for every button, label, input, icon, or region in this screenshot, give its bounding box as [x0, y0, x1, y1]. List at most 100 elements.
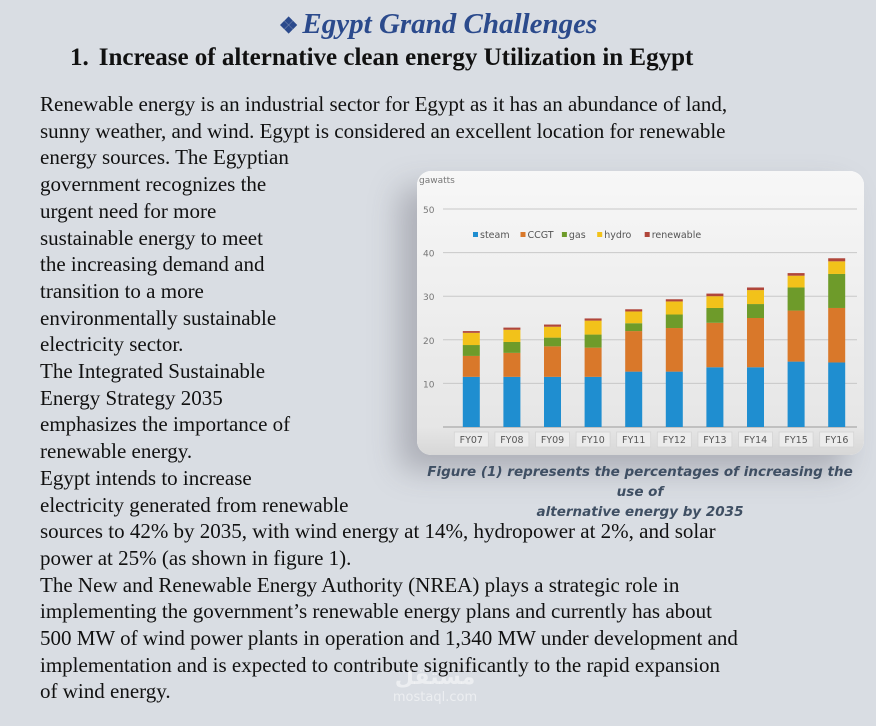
- legend-swatch-renewable: [644, 232, 650, 237]
- bar-segment-hydro: [584, 320, 602, 335]
- bar-segment-gas: [787, 287, 805, 311]
- energy-chart-figure: 10 20 30 40 50 gawatts FY07 FY08 FY09 FY10 FY11 FY1…: [417, 171, 864, 455]
- legend-label-CCGT: CCGT: [528, 230, 554, 241]
- x-tick-box: [697, 431, 733, 448]
- y-axis-label: gawatts: [419, 176, 455, 186]
- y-tick-label: 30: [423, 293, 435, 303]
- bar-segment-gas: [665, 314, 683, 329]
- bar-segment-steam: [828, 362, 846, 427]
- body-line: sustainable energy to meet: [40, 225, 263, 250]
- watermark-url: mostaql.com: [392, 690, 478, 705]
- body-line: Renewable energy is an industrial sector…: [40, 92, 728, 116]
- legend-swatch-hydro: [597, 232, 603, 237]
- legend-label-hydro: hydro: [604, 230, 631, 241]
- body-line: sunny weather, and wind. Egypt is consid…: [40, 118, 726, 143]
- bar-segment-renewable: [544, 324, 561, 327]
- body-line: The Integrated Sustainable: [40, 359, 266, 383]
- bar-segment-hydro: [706, 296, 724, 308]
- bar-segment-gas: [462, 345, 480, 356]
- body-line: implementation and is expected to contri…: [40, 652, 720, 677]
- bar-segment-CCGT: [625, 331, 643, 372]
- bar-segment-renewable: [503, 327, 521, 330]
- caption-line: alternative energy by 2035: [536, 504, 744, 520]
- bar-segment-hydro: [544, 326, 561, 338]
- x-tick-label: FY15: [784, 435, 807, 446]
- bar-segment-renewable: [706, 293, 724, 297]
- bar-segment-CCGT: [503, 352, 521, 377]
- body-line: electricity generated from renewable: [40, 492, 349, 517]
- bar-segment-hydro: [462, 332, 480, 346]
- caption-line: Figure (1) represents the percentages of…: [427, 464, 853, 500]
- legend-label-renewable: renewable: [652, 230, 702, 241]
- body-line: environmentally sustainable: [40, 305, 277, 330]
- bar-segment-renewable: [462, 331, 480, 333]
- bar-segment-CCGT: [584, 347, 602, 377]
- y-tick-label: 20: [423, 337, 435, 347]
- body-line: power at 25% (as shown in figure 1).: [40, 545, 352, 570]
- x-tick-label: FY11: [622, 435, 645, 446]
- watermark: مستقل mostaql.com: [370, 665, 500, 705]
- body-line: government recognizes the: [40, 172, 267, 197]
- bar-segment-hydro: [787, 275, 805, 288]
- bar-segment-steam: [462, 376, 480, 427]
- bar-segment-renewable: [625, 309, 643, 312]
- bar-segment-steam: [544, 376, 561, 427]
- x-tick-box: [535, 431, 570, 448]
- bar-segment-hydro: [828, 261, 846, 274]
- body-line: electricity sector.: [40, 332, 184, 357]
- bar-segment-steam: [584, 376, 602, 427]
- body-line: renewable energy.: [40, 439, 193, 464]
- x-tick-label: FY16: [825, 435, 848, 446]
- bar-segment-CCGT: [787, 310, 805, 362]
- bar-segment-renewable: [828, 258, 846, 262]
- y-tick-label: 50: [423, 206, 435, 216]
- x-tick-label: FY13: [703, 435, 726, 446]
- bar-segment-renewable: [584, 318, 602, 321]
- y-tick-label: 10: [423, 380, 435, 390]
- bar-segment-CCGT: [828, 307, 846, 363]
- legend-swatch-CCGT: [520, 232, 526, 237]
- bar-segment-steam: [503, 376, 521, 427]
- bar-segment-gas: [503, 341, 521, 353]
- x-tick-label: FY09: [541, 435, 564, 446]
- x-tick-label: FY10: [581, 435, 604, 446]
- x-tick-label: FY14: [744, 435, 767, 446]
- bar-segment-gas: [584, 334, 602, 348]
- bar-segment-renewable: [787, 273, 805, 276]
- body-line: of wind energy.: [40, 679, 171, 704]
- page-title-text: Egypt Grand Challenges: [302, 8, 598, 40]
- bar-segment-CCGT: [462, 355, 480, 377]
- body-line: the increasing demand and: [40, 252, 265, 277]
- body-line: sources to 42% by 2035, with wind energy…: [40, 519, 716, 544]
- body-line: The New and Renewable Energy Authority (…: [40, 572, 680, 597]
- bar-segment-steam: [706, 367, 724, 427]
- body-line: Egypt intends to increase: [40, 465, 252, 490]
- x-tick-box: [656, 431, 692, 448]
- x-tick-box: [494, 431, 530, 448]
- body-line: implementing the government’s renewable …: [40, 599, 712, 624]
- page-title: ❖ Egypt Grand Challenges: [0, 8, 876, 41]
- bar-segment-gas: [544, 337, 561, 347]
- body-line: transition to a more: [40, 278, 204, 303]
- x-tick-box: [575, 431, 611, 448]
- bar-segment-gas: [828, 273, 846, 308]
- bar-segment-gas: [706, 307, 724, 323]
- bar-segment-steam: [787, 361, 805, 427]
- x-tick-box: [819, 431, 855, 448]
- x-tick-box: [778, 431, 814, 448]
- legend-swatch-gas: [561, 232, 567, 237]
- x-tick-label: FY07: [460, 435, 483, 446]
- bar-segment-renewable: [665, 299, 683, 302]
- figure-caption: Figure (1) represents the percentages of…: [418, 462, 862, 522]
- x-tick-box: [616, 431, 652, 448]
- x-tick-box: [453, 431, 489, 448]
- bar-segment-steam: [747, 367, 764, 427]
- x-tick-label: FY12: [663, 435, 686, 446]
- watermark-logo: مستقل: [394, 665, 476, 690]
- body-line: 500 MW of wind power plants in operation…: [40, 626, 738, 650]
- body-line: Energy Strategy 2035: [40, 385, 223, 410]
- bar-segment-CCGT: [544, 346, 561, 377]
- section-heading: 1. Increase of alternative clean energy U…: [70, 44, 693, 72]
- bar-segment-CCGT: [706, 322, 724, 368]
- bar-segment-gas: [625, 323, 643, 332]
